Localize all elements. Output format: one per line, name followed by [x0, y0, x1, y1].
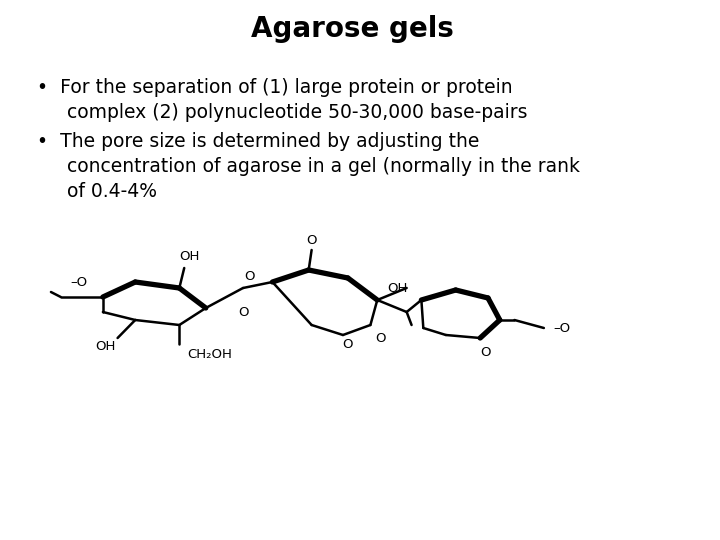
Text: O: O — [375, 332, 385, 345]
Text: complex (2) polynucleotide 50-30,000 base-pairs: complex (2) polynucleotide 50-30,000 bas… — [37, 103, 528, 122]
Text: O: O — [307, 233, 317, 246]
Text: concentration of agarose in a gel (normally in the rank: concentration of agarose in a gel (norma… — [37, 157, 580, 176]
Text: Agarose gels: Agarose gels — [251, 15, 454, 43]
Text: OH: OH — [387, 281, 408, 294]
Text: •  The pore size is determined by adjusting the: • The pore size is determined by adjusti… — [37, 132, 480, 151]
Text: –O: –O — [554, 321, 571, 334]
Text: O: O — [343, 339, 353, 352]
Text: CH₂OH: CH₂OH — [187, 348, 232, 361]
Text: –O: –O — [71, 275, 88, 288]
Text: O: O — [245, 271, 255, 284]
Text: of 0.4-4%: of 0.4-4% — [37, 182, 157, 201]
Text: OH: OH — [179, 251, 199, 264]
Text: O: O — [238, 306, 248, 319]
Text: O: O — [480, 346, 490, 359]
Text: OH: OH — [96, 340, 116, 353]
Text: •  For the separation of (1) large protein or protein: • For the separation of (1) large protei… — [37, 78, 513, 97]
